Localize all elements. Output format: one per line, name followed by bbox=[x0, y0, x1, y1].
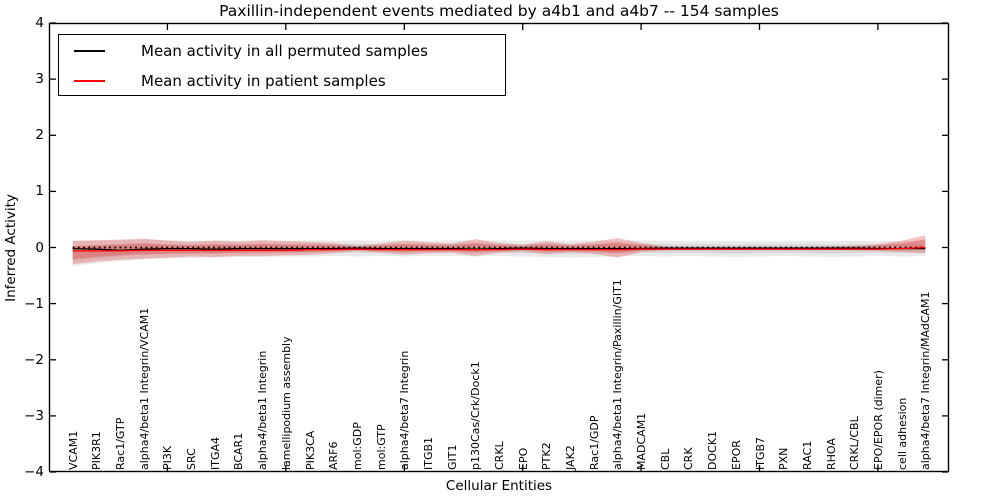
entity-label: alpha4/beta1 Integrin/Paxillin/GIT1 bbox=[611, 279, 624, 470]
entity-label: PIK3R1 bbox=[90, 431, 103, 470]
legend-label: Mean activity in all permuted samples bbox=[141, 42, 428, 60]
y-tick-label: 1 bbox=[35, 183, 44, 199]
entity-label: ITGB1 bbox=[422, 436, 435, 470]
entity-label: JAK2 bbox=[564, 445, 577, 470]
entity-label: Rac1/GTP bbox=[114, 417, 127, 470]
entity-label: EPO bbox=[517, 447, 530, 470]
chart-title: Paxillin-independent events mediated by … bbox=[219, 2, 779, 20]
entity-label: CBL bbox=[659, 448, 672, 470]
entity-label: ARF6 bbox=[327, 441, 340, 471]
entity-label: lamellipodium assembly bbox=[280, 336, 293, 470]
y-tick-label: −1 bbox=[24, 296, 44, 312]
entity-label: p130Cas/Crk/Dock1 bbox=[469, 361, 482, 470]
entity-label: PI3K bbox=[161, 445, 174, 470]
entity-label: CRKL bbox=[493, 441, 506, 470]
entity-label: alpha4/beta1 Integrin bbox=[256, 350, 269, 470]
entity-label: CRKL/CBL bbox=[848, 416, 861, 470]
patient-mean-line bbox=[72, 246, 926, 252]
permuted-line-swatch bbox=[74, 50, 105, 52]
y-tick-label: 2 bbox=[35, 127, 44, 143]
entity-label: VCAM1 bbox=[67, 430, 80, 470]
entity-label: ITGA4 bbox=[209, 436, 222, 470]
entity-label: RAC1 bbox=[801, 440, 814, 470]
y-tick-label: 4 bbox=[35, 15, 44, 31]
entity-label: CRK bbox=[682, 447, 695, 470]
entity-label: Rac1/GDP bbox=[588, 415, 601, 470]
entity-label: alpha4/beta1 Integrin/VCAM1 bbox=[138, 307, 151, 470]
entity-label: GIT1 bbox=[446, 444, 459, 471]
entity-label: PIK3CA bbox=[304, 430, 317, 470]
entity-label: EPOR bbox=[730, 440, 743, 470]
entity-label: PXN bbox=[777, 447, 790, 470]
entity-label: SRC bbox=[185, 448, 198, 470]
entity-label: BCAR1 bbox=[232, 432, 245, 470]
entity-label: EPO/EPOR (dimer) bbox=[872, 370, 885, 470]
legend: Mean activity in all permuted samples Me… bbox=[58, 34, 506, 96]
permuted-mean-line bbox=[72, 247, 926, 251]
entity-label: mol:GTP bbox=[375, 424, 388, 470]
entity-label: mol:GDP bbox=[351, 422, 364, 470]
entity-label: RHOA bbox=[825, 438, 838, 470]
legend-item-permuted: Mean activity in all permuted samples bbox=[59, 36, 505, 66]
permuted-band-outer bbox=[72, 239, 926, 266]
entity-label: cell adhesion bbox=[896, 397, 909, 470]
entity-label: PTK2 bbox=[540, 442, 553, 470]
legend-item-patient: Mean activity in patient samples bbox=[59, 66, 505, 96]
y-tick-label: −2 bbox=[24, 352, 44, 368]
x-axis-label: Cellular Entities bbox=[445, 478, 553, 494]
y-tick-label: 3 bbox=[35, 71, 44, 87]
entity-label: MADCAM1 bbox=[635, 412, 648, 470]
entity-label: alpha4/beta7 Integrin/MAdCAM1 bbox=[919, 291, 932, 470]
legend-label: Mean activity in patient samples bbox=[141, 72, 386, 90]
entity-label: alpha4/beta7 Integrin bbox=[398, 350, 411, 470]
y-tick-label: −4 bbox=[24, 464, 44, 480]
y-tick-label: −3 bbox=[24, 408, 44, 424]
plot-frame bbox=[48, 22, 950, 473]
entity-label: ITGB7 bbox=[754, 436, 767, 470]
entity-label: DOCK1 bbox=[706, 430, 719, 470]
y-tick-label: 0 bbox=[35, 240, 44, 256]
patient-line-swatch bbox=[74, 80, 105, 82]
